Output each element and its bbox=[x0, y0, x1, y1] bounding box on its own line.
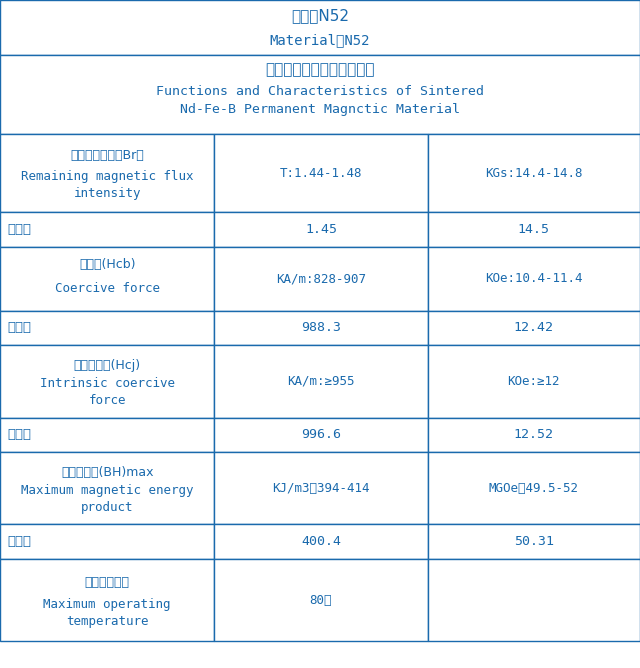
Bar bbox=[214, 134, 428, 212]
Bar bbox=[0, 311, 214, 345]
Text: Coercive force: Coercive force bbox=[54, 282, 160, 295]
Bar bbox=[214, 247, 428, 311]
Bar bbox=[428, 212, 640, 247]
Bar bbox=[428, 452, 640, 524]
Text: 矫顽力(Hcb): 矫顽力(Hcb) bbox=[79, 259, 136, 271]
Text: 最高工作温度: 最高工作温度 bbox=[84, 576, 130, 589]
Text: Material：N52: Material：N52 bbox=[269, 33, 371, 47]
Text: Maximum magnetic energy
product: Maximum magnetic energy product bbox=[21, 484, 193, 514]
Bar bbox=[214, 345, 428, 418]
Text: KOe:≥12: KOe:≥12 bbox=[508, 375, 560, 388]
Bar bbox=[0, 0, 640, 55]
Bar bbox=[0, 452, 214, 524]
Text: 80℃: 80℃ bbox=[310, 594, 332, 607]
Bar bbox=[214, 559, 428, 641]
Bar bbox=[428, 247, 640, 311]
Bar bbox=[428, 134, 640, 212]
Text: 测试值: 测试值 bbox=[8, 321, 32, 335]
Bar bbox=[0, 55, 640, 134]
Text: KGs:14.4-14.8: KGs:14.4-14.8 bbox=[485, 166, 582, 180]
Text: 测试值: 测试值 bbox=[8, 535, 32, 548]
Text: 内禀矫顽力(Hcj): 内禀矫顽力(Hcj) bbox=[74, 359, 141, 372]
Text: T:1.44-1.48: T:1.44-1.48 bbox=[280, 166, 362, 180]
Text: MGOe：49.5-52: MGOe：49.5-52 bbox=[489, 482, 579, 495]
Bar bbox=[0, 345, 214, 418]
Text: Intrinsic coercive
force: Intrinsic coercive force bbox=[40, 377, 175, 407]
Text: 12.42: 12.42 bbox=[514, 321, 554, 335]
Text: Functions and Characteristics of Sintered
Nd-Fe-B Permanent Magnctic Material: Functions and Characteristics of Sintere… bbox=[156, 86, 484, 116]
Text: 烧结钕铁硼性能和物理特性: 烧结钕铁硼性能和物理特性 bbox=[265, 62, 375, 77]
Text: 最大磁能积(BH)max: 最大磁能积(BH)max bbox=[61, 466, 154, 479]
Text: 材质：N52: 材质：N52 bbox=[291, 8, 349, 23]
Text: 988.3: 988.3 bbox=[301, 321, 341, 335]
Bar bbox=[428, 524, 640, 559]
Bar bbox=[214, 524, 428, 559]
Text: KA/m:≥955: KA/m:≥955 bbox=[287, 375, 355, 388]
Bar bbox=[0, 559, 214, 641]
Text: 996.6: 996.6 bbox=[301, 428, 341, 442]
Bar bbox=[428, 311, 640, 345]
Text: 12.52: 12.52 bbox=[514, 428, 554, 442]
Text: 50.31: 50.31 bbox=[514, 535, 554, 548]
Text: Maximum operating
temperature: Maximum operating temperature bbox=[44, 597, 171, 627]
Bar bbox=[428, 418, 640, 452]
Bar bbox=[0, 524, 214, 559]
Bar bbox=[214, 212, 428, 247]
Bar bbox=[428, 559, 640, 641]
Bar bbox=[0, 134, 214, 212]
Bar bbox=[0, 418, 214, 452]
Bar bbox=[428, 345, 640, 418]
Bar bbox=[0, 247, 214, 311]
Text: Remaining magnetic flux
intensity: Remaining magnetic flux intensity bbox=[21, 170, 193, 200]
Text: KA/m:828-907: KA/m:828-907 bbox=[276, 273, 366, 285]
Text: 14.5: 14.5 bbox=[518, 223, 550, 236]
Text: KJ/m3：394-414: KJ/m3：394-414 bbox=[272, 482, 370, 495]
Text: KOe:10.4-11.4: KOe:10.4-11.4 bbox=[485, 273, 582, 285]
Text: 测试值: 测试值 bbox=[8, 428, 32, 442]
Text: 剩磁感应强度（Br）: 剩磁感应强度（Br） bbox=[70, 149, 144, 162]
Text: 测试值: 测试值 bbox=[8, 223, 32, 236]
Bar bbox=[214, 418, 428, 452]
Bar bbox=[0, 212, 214, 247]
Bar bbox=[214, 311, 428, 345]
Text: 1.45: 1.45 bbox=[305, 223, 337, 236]
Bar bbox=[214, 452, 428, 524]
Text: 400.4: 400.4 bbox=[301, 535, 341, 548]
